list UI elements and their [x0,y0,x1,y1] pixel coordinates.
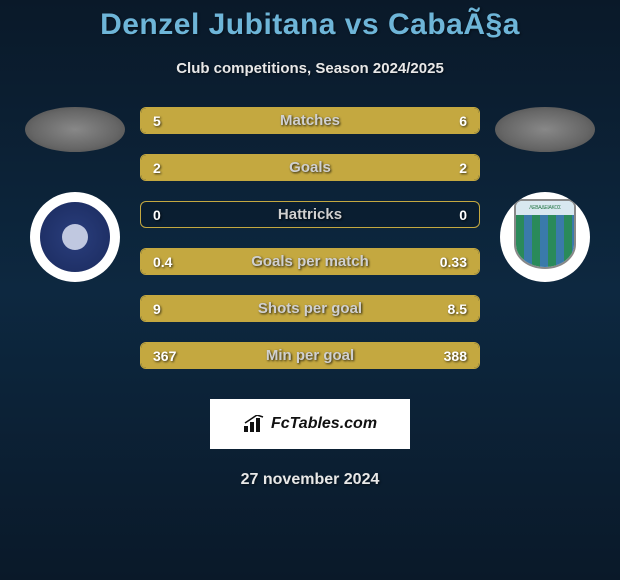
right-column: ΛΕΒΑΔΕΙΑΚΟΣ [490,107,600,282]
stat-value-right: 0 [459,207,467,223]
stat-value-right: 388 [444,348,467,364]
club-right-badge: ΛΕΒΑΔΕΙΑΚΟΣ [500,192,590,282]
page-title: Denzel Jubitana vs CabaÃ§a [100,8,520,42]
stats-column: 5Matches6 2Goals2 0Hattricks0 0.4Goals per … [130,107,490,369]
comparison-row: 5Matches6 2Goals2 0Hattricks0 0.4Goals per … [0,107,620,369]
date-text: 27 november 2024 [241,471,380,489]
stat-label: Hattricks [141,206,479,223]
subtitle: Club competitions, Season 2024/2025 [176,60,444,77]
stat-label: Matches [141,112,479,129]
brand-chart-icon [243,415,265,433]
stat-label: Min per goal [141,347,479,364]
brand-text: FcTables.com [271,415,377,433]
stat-value-right: 6 [459,113,467,129]
brand-box[interactable]: FcTables.com [210,399,410,449]
stat-row: 9Shots per goal8.5 [140,295,480,322]
player-right-avatar [495,107,595,152]
stat-label: Shots per goal [141,300,479,317]
stat-label: Goals per match [141,253,479,270]
stat-value-right: 8.5 [448,301,467,317]
player-left-avatar [25,107,125,152]
stat-value-right: 0.33 [440,254,467,270]
stat-row: 367Min per goal388 [140,342,480,369]
stat-row: 5Matches6 [140,107,480,134]
club-left-badge [30,192,120,282]
stat-row: 2Goals2 [140,154,480,181]
stat-label: Goals [141,159,479,176]
stat-value-right: 2 [459,160,467,176]
stat-row: 0Hattricks0 [140,201,480,228]
stat-row: 0.4Goals per match0.33 [140,248,480,275]
left-column [20,107,130,282]
